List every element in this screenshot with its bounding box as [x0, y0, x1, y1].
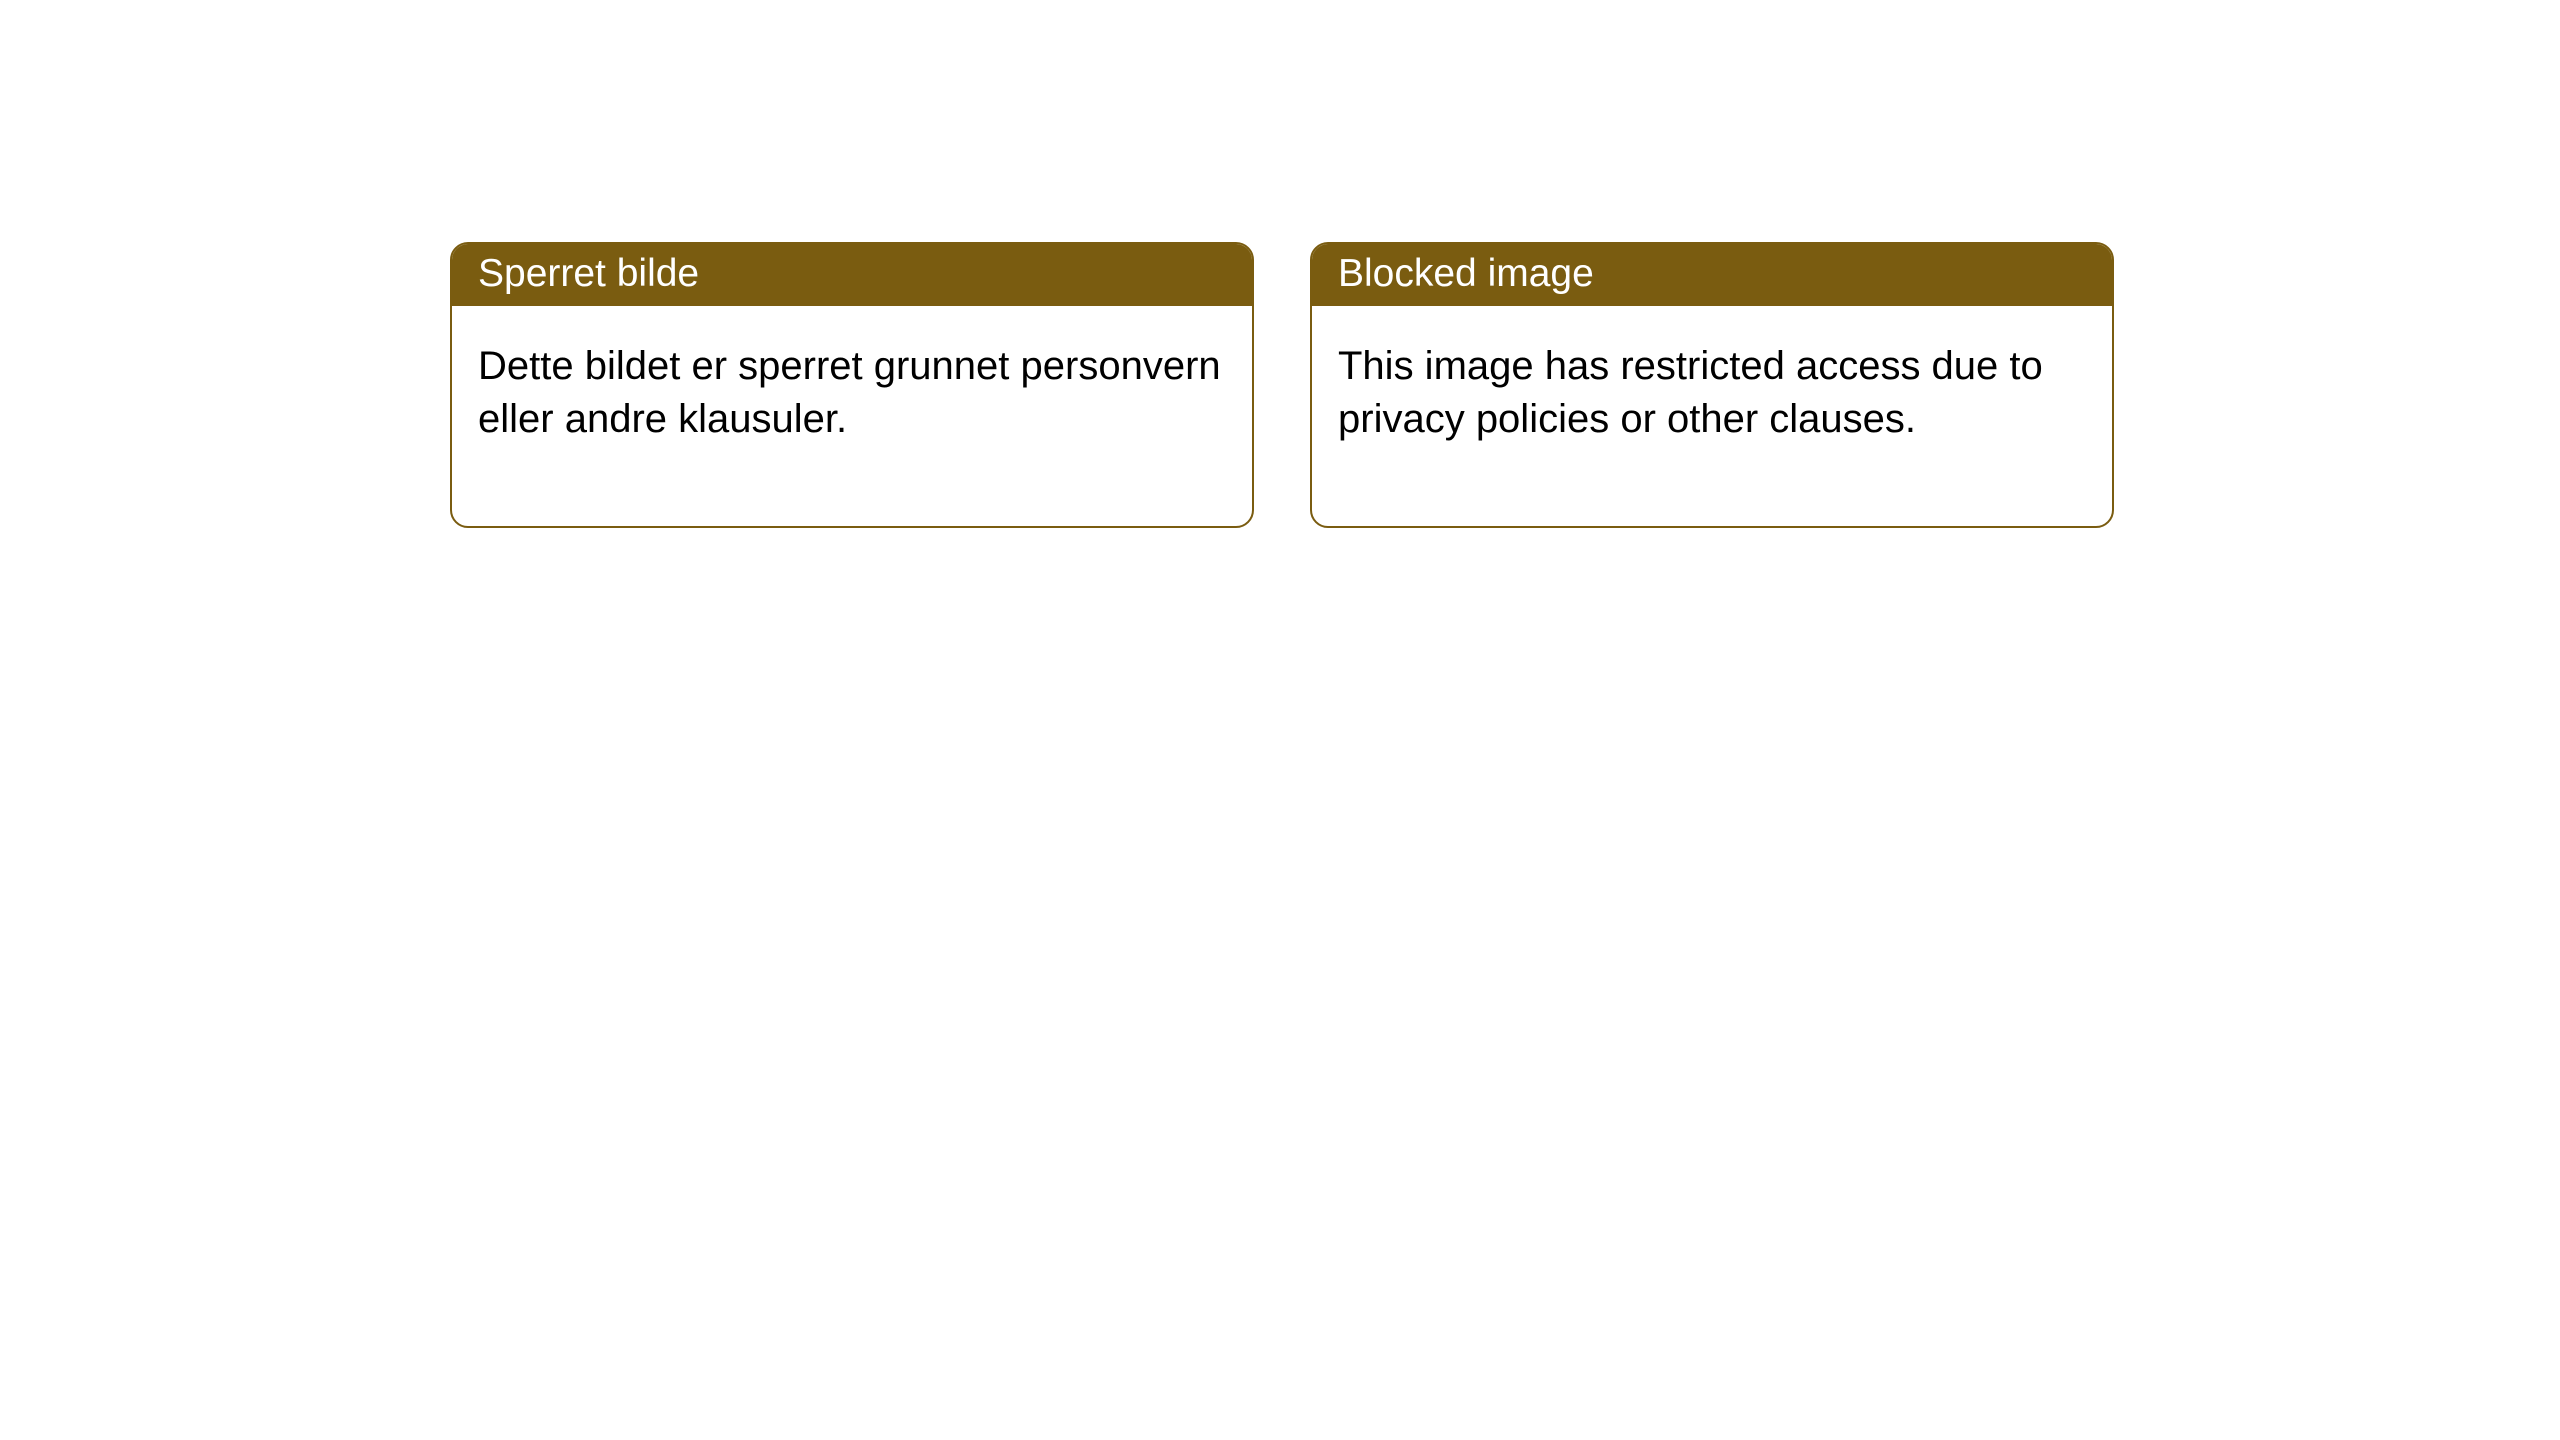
card-body-en: This image has restricted access due to …: [1312, 306, 2112, 526]
card-header-en: Blocked image: [1312, 244, 2112, 306]
card-body-no: Dette bildet er sperret grunnet personve…: [452, 306, 1252, 526]
card-text-en: This image has restricted access due to …: [1338, 344, 2043, 441]
card-header-no: Sperret bilde: [452, 244, 1252, 306]
blocked-image-card-en: Blocked image This image has restricted …: [1310, 242, 2114, 528]
blocked-image-card-no: Sperret bilde Dette bildet er sperret gr…: [450, 242, 1254, 528]
card-title-no: Sperret bilde: [478, 252, 699, 295]
card-text-no: Dette bildet er sperret grunnet personve…: [478, 344, 1221, 441]
card-title-en: Blocked image: [1338, 252, 1594, 295]
notice-container: Sperret bilde Dette bildet er sperret gr…: [0, 0, 2560, 528]
